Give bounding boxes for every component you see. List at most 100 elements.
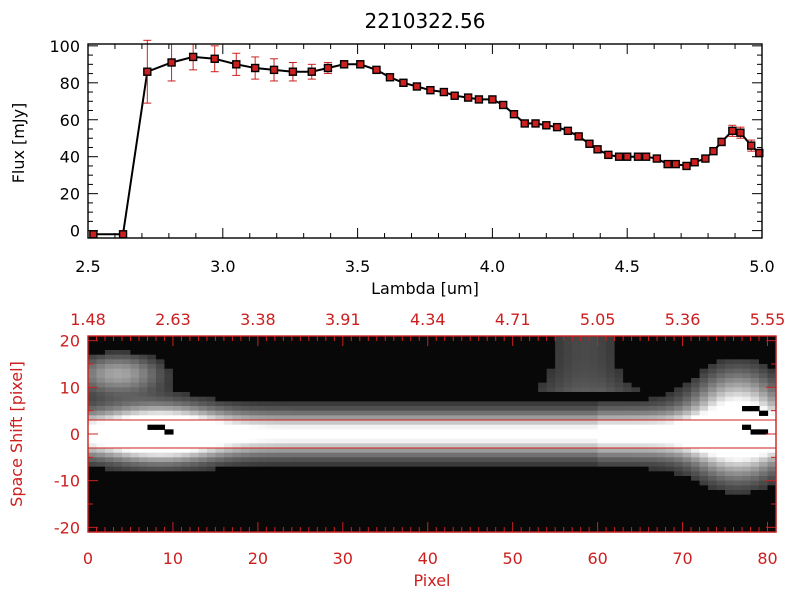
- data-point: [323, 63, 333, 73]
- data-point: [717, 137, 726, 147]
- x-tick-label: 0: [83, 549, 93, 568]
- y-tick-label: -20: [54, 518, 80, 537]
- y-tick-label: 40: [60, 148, 80, 167]
- x-tick-label: 20: [248, 549, 268, 568]
- data-point: [633, 152, 643, 161]
- y-tick-label: 0: [70, 425, 80, 444]
- data-point: [385, 73, 395, 82]
- y-tick-label: 20: [60, 185, 80, 204]
- x-tick-label: 4.5: [614, 257, 639, 276]
- data-point: [641, 152, 651, 161]
- y-tick-label: 60: [60, 111, 80, 130]
- data-point: [372, 65, 381, 75]
- top-wavelength-tick-label: 2.63: [155, 310, 191, 329]
- data-point: [690, 158, 699, 167]
- spectrum-axes-frame: [87, 43, 763, 239]
- data-point: [663, 159, 672, 169]
- data-point: [412, 82, 422, 91]
- data-point: [439, 87, 449, 97]
- data-point: [614, 152, 624, 161]
- data-point: [210, 54, 219, 63]
- top-wavelength-tick-label: 3.91: [325, 310, 361, 329]
- x-tick-label: 30: [333, 549, 353, 568]
- data-point: [574, 132, 583, 141]
- data-point: [118, 230, 128, 239]
- spectrum-plot-area: [89, 39, 764, 239]
- spectrum-x-axis-label: Lambda [um]: [371, 279, 479, 298]
- data-point: [498, 100, 508, 110]
- data-point: [709, 146, 718, 156]
- spectrum-image-heatmap: [88, 336, 777, 533]
- image-x-axis-label: Pixel: [413, 571, 450, 590]
- data-point: [463, 93, 473, 102]
- y-tick-label: 100: [49, 37, 80, 56]
- data-point: [269, 65, 279, 75]
- spectrum-y-ticks: 0 20 40 60 80 100: [49, 37, 762, 241]
- data-point: [488, 95, 497, 104]
- spectrum-series-line: [93, 55, 760, 236]
- x-tick-label: 80: [757, 549, 777, 568]
- data-point: [450, 91, 459, 100]
- data-point: [593, 145, 602, 154]
- x-tick-label: 10: [163, 549, 183, 568]
- data-point: [143, 67, 152, 76]
- data-point: [652, 154, 662, 163]
- top-wavelength-tick-label: 5.05: [580, 310, 616, 329]
- x-tick-label: 40: [418, 549, 438, 568]
- data-point: [682, 161, 691, 171]
- data-point: [474, 95, 484, 104]
- data-point: [288, 67, 298, 76]
- data-point: [167, 58, 176, 67]
- y-tick-label: 0: [70, 222, 80, 241]
- x-tick-label: 3.5: [345, 257, 370, 276]
- x-tick-label: 3.0: [210, 257, 235, 276]
- data-point: [542, 121, 551, 130]
- x-tick-label: 50: [503, 549, 523, 568]
- top-wavelength-tick-label: 4.71: [495, 310, 531, 329]
- top-wavelength-tick-label: 1.48: [70, 310, 106, 329]
- data-point: [728, 126, 737, 136]
- top-wavelength-tick-label: 5.55: [750, 310, 786, 329]
- chart-title: 2210322.56: [365, 9, 486, 33]
- data-point: [585, 139, 594, 148]
- data-point: [701, 154, 710, 163]
- image-x-ticks: 0 10 20 30 40 50 60 70 80: [83, 522, 778, 568]
- data-point: [552, 122, 562, 132]
- top-wavelength-tick-label: 4.34: [410, 310, 446, 329]
- data-point: [671, 159, 680, 169]
- y-tick-label: 10: [60, 378, 80, 397]
- data-point: [339, 60, 349, 69]
- data-point: [188, 52, 198, 62]
- x-tick-label: 2.5: [75, 257, 100, 276]
- data-point: [399, 78, 408, 88]
- y-tick-label: -10: [54, 472, 80, 491]
- data-point: [563, 126, 573, 136]
- x-tick-label: 60: [587, 549, 607, 568]
- data-point: [520, 119, 529, 128]
- data-point: [426, 85, 435, 95]
- x-tick-label: 70: [672, 549, 692, 568]
- top-wavelength-tick-label: 3.38: [240, 310, 276, 329]
- y-tick-label: 20: [60, 332, 80, 351]
- image-y-ticks: -20 -10 0 10 20: [54, 332, 776, 537]
- data-point: [747, 141, 756, 150]
- data-point: [250, 63, 260, 73]
- spectrum-panel: 2210322.56 2.5 3.0 3.5 4.0 4.5 5.0 0 20 40 60 80 1…: [9, 9, 775, 298]
- y-tick-label: 80: [60, 74, 80, 93]
- data-point: [232, 60, 241, 69]
- data-point: [531, 119, 540, 128]
- data-point: [307, 67, 316, 76]
- spectrum-y-axis-label: Flux [mJy]: [9, 103, 28, 184]
- data-point: [89, 230, 98, 239]
- data-point: [509, 110, 519, 119]
- data-point: [736, 128, 745, 137]
- x-tick-label: 4.0: [480, 257, 505, 276]
- x-tick-label: 5.0: [749, 257, 774, 276]
- data-point: [356, 60, 365, 69]
- data-point: [604, 150, 613, 160]
- data-point: [623, 152, 632, 161]
- top-wavelength-tick-label: 5.36: [665, 310, 701, 329]
- image-y-axis-label: Space Shift [pixel]: [7, 361, 26, 507]
- image-top-wavelength-ticks: 1.48 2.63 3.38 3.91 4.34 4.71 5.05 5.36 5.55: [70, 310, 785, 346]
